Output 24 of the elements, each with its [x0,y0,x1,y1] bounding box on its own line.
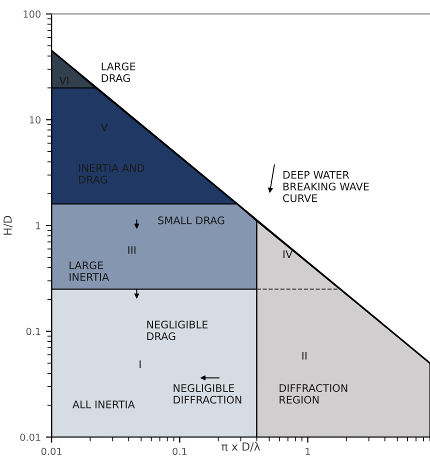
annotation: I [140,360,141,368]
x-tick-label: 0.01 [41,448,62,456]
y-axis-title: H/D [4,216,13,235]
x-tick-label: 0.1 [172,448,187,456]
annotation: INERTIA AND DRAG [79,164,144,184]
annotation: LARGE DRAG [102,62,136,82]
annotation: LARGE INERTIA [70,261,110,281]
annotation: NEGLIGIBLE DIFFRACTION [174,384,242,404]
annotation: DEEP WATER BREAKING WAVE CURVE [283,171,369,202]
x-tick-label: 1 [306,448,310,455]
y-tick-label: 1 [36,222,40,230]
y-tick-label: 0.01 [20,434,40,441]
annotation: II [302,352,306,360]
y-tick-label: 10 [30,116,41,124]
x-axis-title: π x D/λ [222,442,260,452]
annotation: III [128,246,136,254]
y-tick-label: 100 [24,10,41,18]
annotation: V [100,123,108,132]
annotation: ALL INERTIA [72,400,135,408]
annotation: DIFFRACTION REGION [280,384,348,404]
annotation: IV [283,250,293,258]
annotation: SMALL DRAG [158,216,224,224]
y-tick-label: 0.1 [26,328,40,336]
annotation: NEGLIGIBLE DRAG [147,320,208,340]
